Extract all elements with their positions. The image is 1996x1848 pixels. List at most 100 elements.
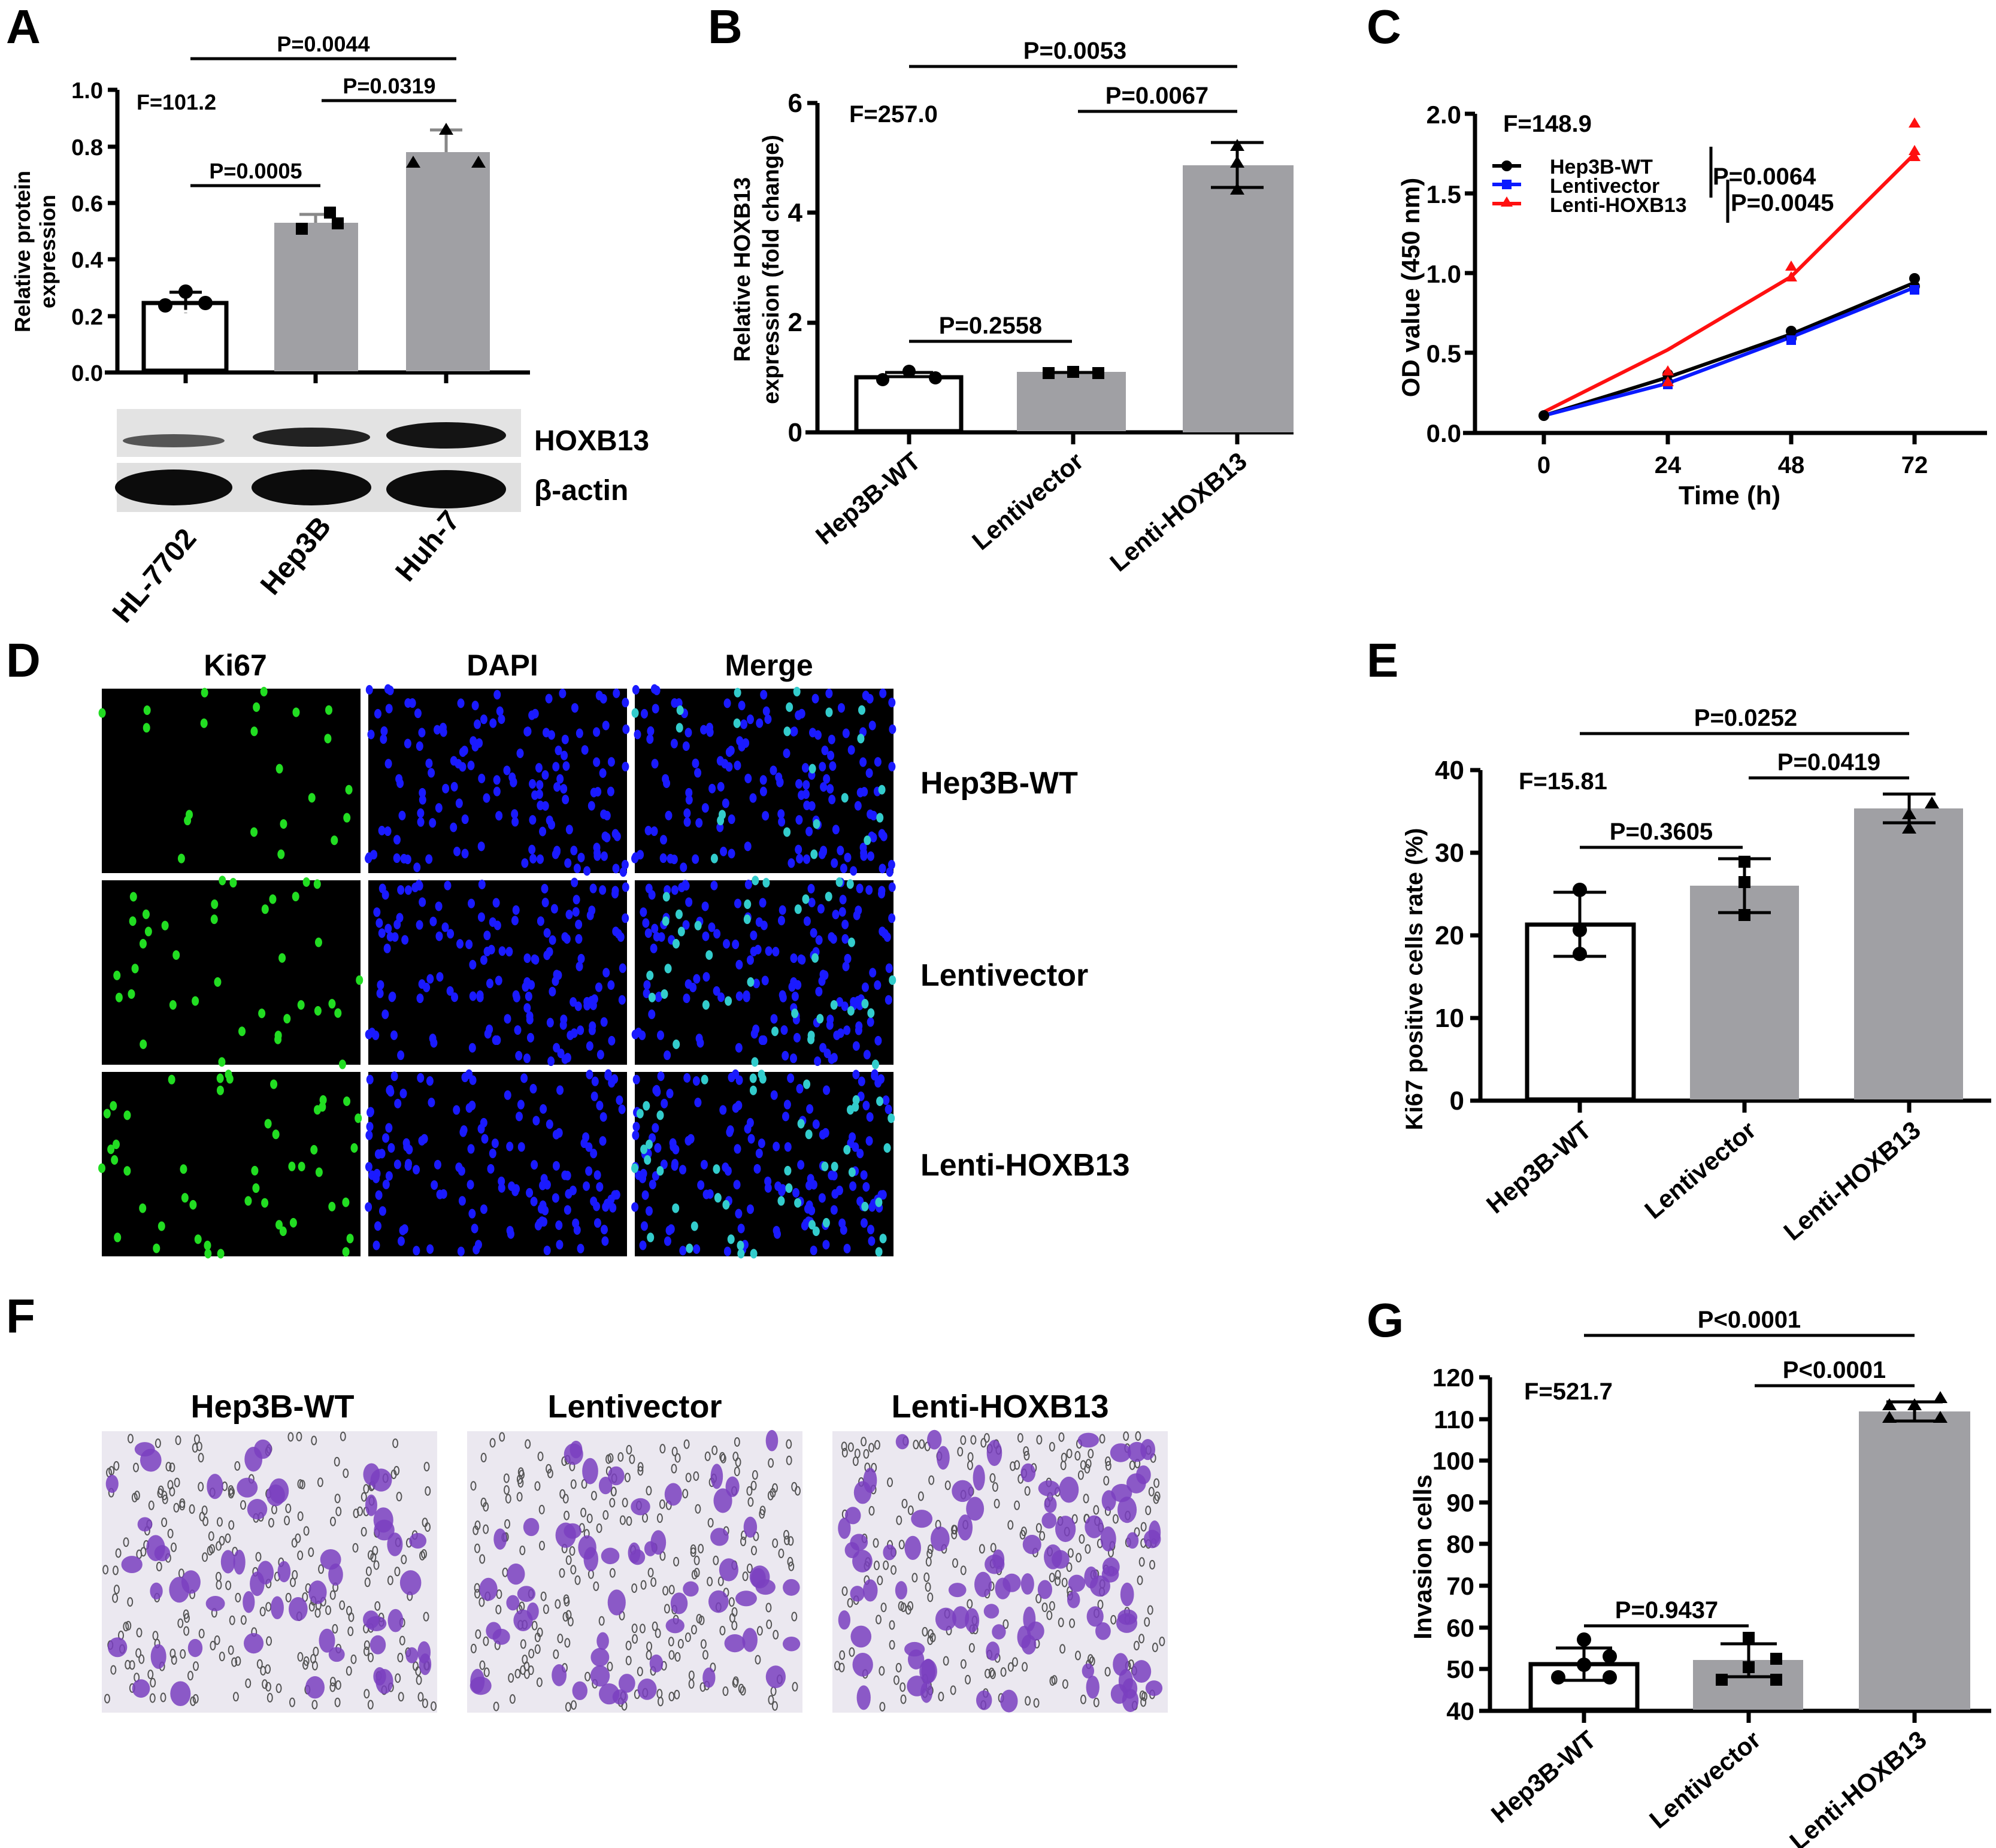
xcat: Hep3B-WT	[1481, 1116, 1597, 1219]
xtick: 0	[1537, 452, 1550, 478]
fluorescence-image	[102, 875, 364, 1070]
panel-d: D Ki67 DAPI Merge Hep3B-WT Lentivector L…	[6, 634, 1130, 1259]
panel-d-column-headers: Ki67 DAPI Merge	[204, 649, 813, 682]
xtick: 72	[1901, 452, 1928, 478]
band	[386, 470, 506, 508]
ytick: 0.8	[71, 135, 103, 160]
ytick: 110	[1434, 1405, 1474, 1434]
p-value-e-1: P=0.0252	[1694, 705, 1797, 731]
fluorescence-image	[98, 1070, 362, 1259]
x-axis-label-c: Time (h)	[1679, 481, 1780, 510]
x-ticks-c: 0 24 48 72	[1537, 452, 1928, 478]
p-value-c-1: P=0.0064	[1713, 163, 1816, 190]
xcat: Hep3B-WT	[1486, 1725, 1601, 1829]
ytick: 4	[788, 198, 803, 228]
x-categories-g: Hep3B-WT Lentivector Lenti-HOXB13	[1486, 1725, 1932, 1848]
column-header: Lenti-HOXB13	[891, 1389, 1108, 1425]
bar-hep3b-wt	[854, 375, 964, 434]
ytick: 2.0	[1426, 101, 1461, 129]
xcat: Lenti-HOXB13	[1104, 447, 1252, 577]
ytick: 0.2	[71, 305, 103, 330]
f-stat-a: F=101.2	[137, 90, 216, 114]
column-header-merge: Merge	[725, 649, 813, 682]
p-value-g-1: P<0.0001	[1698, 1307, 1801, 1333]
band	[115, 469, 232, 505]
xcat: Hep3B	[255, 511, 337, 601]
data-points-a	[158, 123, 486, 313]
panel-label-a: A	[6, 0, 41, 53]
ytick: 40	[1446, 1697, 1474, 1725]
ytick: 100	[1432, 1447, 1474, 1475]
ytick: 1.5	[1426, 180, 1461, 208]
ytick: 30	[1435, 838, 1464, 868]
panel-b: B Relative HOXB13 expression (fold chang…	[708, 0, 1294, 577]
ytick: 40	[1435, 756, 1464, 785]
transwell-image-row	[102, 1429, 1168, 1713]
ytick: 0	[788, 418, 802, 447]
line-lenti-hoxb13	[1543, 152, 1916, 414]
p-value-b-1: P=0.0053	[1023, 38, 1126, 64]
ytick: 80	[1446, 1530, 1474, 1558]
error-bars-a	[169, 128, 462, 313]
y-axis-label-c: OD value (450 nm)	[1397, 178, 1425, 397]
ytick: 20	[1435, 921, 1464, 950]
p-value-b-3: P=0.2558	[939, 313, 1042, 339]
panel-a: A Relative protein expression 0.0 0.2 0.…	[6, 0, 649, 629]
ytick: 0.4	[71, 248, 103, 273]
ytick: 60	[1446, 1614, 1474, 1642]
row-label-lenti-hoxb13: Lenti-HOXB13	[920, 1148, 1130, 1183]
fluorescence-image	[365, 1069, 627, 1256]
p-value-b-2: P=0.0067	[1105, 83, 1208, 109]
panel-label-c: C	[1367, 0, 1401, 53]
bar-hep3b	[274, 223, 358, 371]
y-axis-label-b-line1: Relative HOXB13	[730, 177, 755, 362]
y-axis-label-b-line2: expression (fold change)	[759, 135, 784, 404]
ytick: 0.0	[1426, 419, 1461, 447]
x-categories-b: Hep3B-WT Lentivector Lenti-HOXB13	[810, 447, 1252, 577]
xcat: Hep3B-WT	[810, 447, 926, 550]
panel-g: G Invasion cells 40 50 60 70 80 90 100 1…	[1367, 1293, 1991, 1848]
axes-c	[1463, 111, 1987, 444]
xcat: HL-7702	[107, 523, 203, 629]
panel-f: F Hep3B-WT Lentivector Lenti-HOXB13	[6, 1289, 1168, 1713]
bar-lenti-hoxb13	[1854, 808, 1963, 1099]
fluorescence-image	[631, 1069, 895, 1259]
p-value-e-2: P=0.0419	[1777, 749, 1880, 775]
bar-huh7	[406, 152, 490, 371]
xtick: 24	[1655, 452, 1682, 478]
column-header: Hep3B-WT	[191, 1389, 355, 1425]
bar-hep3b-wt	[1525, 922, 1636, 1102]
panel-label-b: B	[708, 0, 743, 53]
fluorescence-image	[631, 684, 896, 877]
bar-lenti-hoxb13	[1183, 165, 1294, 432]
transwell-image	[832, 1429, 1168, 1713]
ytick: 70	[1446, 1572, 1474, 1600]
xcat: Lentivector	[1639, 1116, 1761, 1225]
ytick: 50	[1446, 1655, 1474, 1683]
xcat: Lentivector	[1644, 1725, 1766, 1834]
fluorescence-image	[98, 686, 361, 873]
y-ticks-a: 0.0 0.2 0.4 0.6 0.8 1.0	[71, 78, 103, 386]
legend-label-lenti-hoxb13: Lenti-HOXB13	[1550, 194, 1687, 217]
p-value-g-2: P<0.0001	[1783, 1357, 1886, 1383]
ytick: 6	[788, 89, 802, 118]
xcat: Huh-7	[389, 505, 466, 587]
y-ticks-e: 0 10 20 30 40	[1435, 756, 1464, 1116]
y-axis-label-g: Invasion cells	[1409, 1474, 1437, 1639]
ytick: 2	[788, 308, 802, 337]
xcat: Lenti-HOXB13	[1784, 1725, 1932, 1848]
band	[123, 434, 225, 447]
x-categories-e: Hep3B-WT Lentivector Lenti-HOXB13	[1481, 1116, 1926, 1246]
data-points-e	[1573, 796, 1939, 961]
panel-f-column-headers: Hep3B-WT Lentivector Lenti-HOXB13	[191, 1389, 1109, 1425]
p-value-a-1: P=0.0044	[277, 32, 369, 56]
blot-label-beta-actin: β-actin	[534, 475, 628, 507]
western-blot: HOXB13 β-actin	[115, 409, 649, 512]
ytick: 0	[1450, 1086, 1464, 1116]
column-header-dapi: DAPI	[467, 649, 538, 682]
panel-d-row-labels: Hep3B-WT Lentivector Lenti-HOXB13	[920, 766, 1130, 1183]
y-axis-label-e: Ki67 positive cells rate (%)	[1401, 828, 1428, 1131]
f-stat-c: F=148.9	[1503, 111, 1592, 137]
xcat: Lenti-HOXB13	[1778, 1116, 1926, 1246]
